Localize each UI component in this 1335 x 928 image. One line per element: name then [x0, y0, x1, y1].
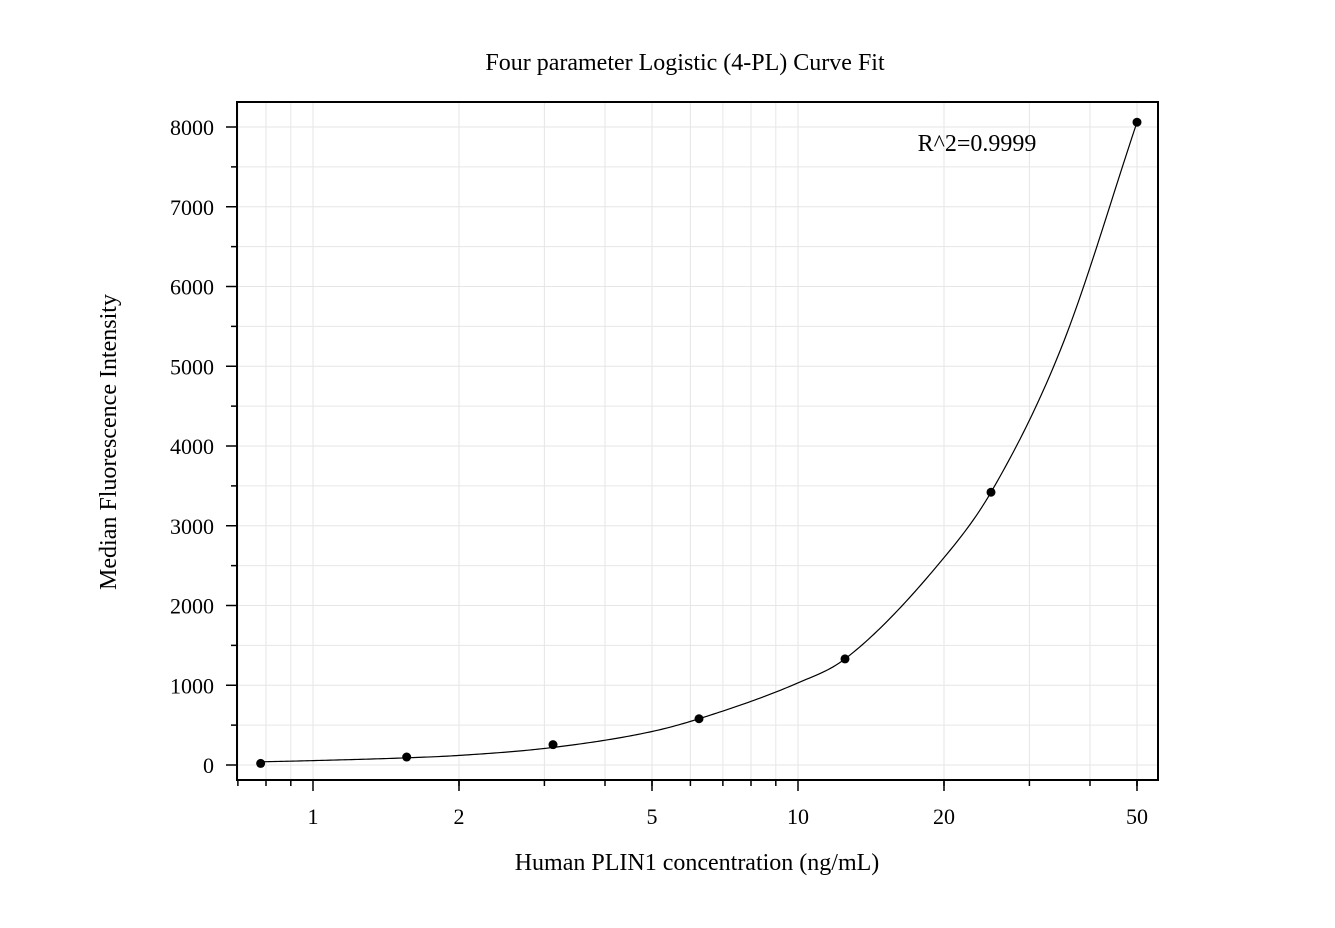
grid-lines	[237, 102, 1158, 780]
r-squared-annotation: R^2=0.9999	[918, 131, 1037, 157]
data-point	[694, 714, 704, 724]
x-tick-label: 50	[1126, 804, 1148, 829]
data-point	[840, 654, 850, 664]
y-tick-label: 3000	[170, 514, 214, 539]
data-points-layer	[256, 117, 1142, 768]
data-point	[986, 487, 996, 497]
x-tick-label: 2	[453, 804, 464, 829]
data-point	[402, 752, 412, 762]
y-tick-label: 0	[203, 753, 214, 778]
y-tick-label: 2000	[170, 594, 214, 619]
y-tick-label: 6000	[170, 275, 214, 300]
y-tick-label: 4000	[170, 434, 214, 459]
y-tick-label: 5000	[170, 354, 214, 379]
data-point	[1132, 117, 1142, 127]
y-tick-label: 1000	[170, 673, 214, 698]
y-axis-ticks: 0 1000 2000 3000 4000 5000 6000 7000 8000	[170, 115, 237, 778]
data-point	[548, 740, 558, 750]
y-axis-label: Median Fluorescence Intensity	[96, 294, 122, 590]
y-tick-label: 7000	[170, 195, 214, 220]
plot-frame	[236, 101, 1159, 781]
x-tick-label: 1	[308, 804, 319, 829]
chart-title: Four parameter Logistic (4-PL) Curve Fit	[485, 50, 885, 76]
x-axis-ticks: 1 2 5 10 20 50	[237, 780, 1148, 829]
x-axis-label: Human PLIN1 concentration (ng/mL)	[515, 850, 880, 876]
x-tick-label: 20	[933, 804, 955, 829]
data-point	[256, 758, 266, 768]
x-tick-label: 5	[647, 804, 658, 829]
y-tick-label: 8000	[170, 115, 214, 140]
x-tick-label: 10	[787, 804, 809, 829]
